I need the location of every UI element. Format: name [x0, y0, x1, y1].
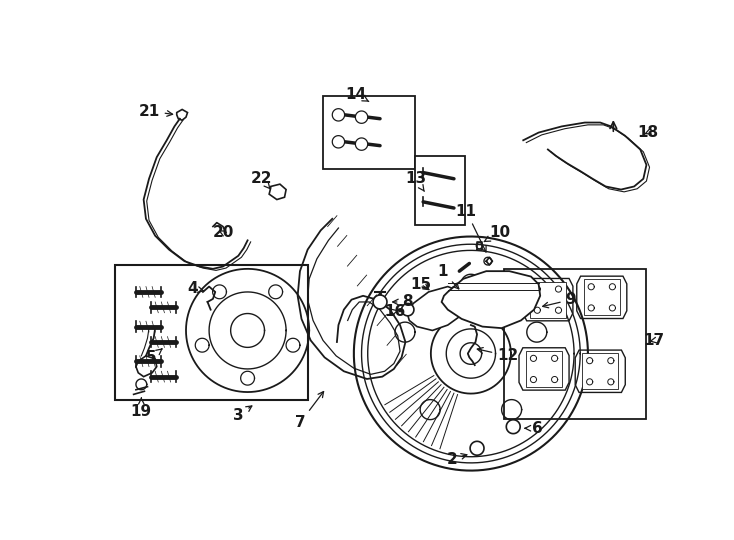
Polygon shape: [575, 350, 625, 393]
Text: 8: 8: [393, 294, 413, 309]
Text: 3: 3: [233, 406, 252, 423]
Text: 14: 14: [345, 86, 368, 102]
Text: 5: 5: [146, 349, 162, 365]
Polygon shape: [136, 356, 157, 377]
Polygon shape: [355, 111, 368, 123]
Text: 20: 20: [212, 225, 233, 240]
Text: 2: 2: [446, 451, 467, 467]
Text: 22: 22: [251, 171, 272, 189]
Text: 12: 12: [477, 348, 518, 363]
Polygon shape: [269, 184, 286, 200]
Polygon shape: [373, 295, 387, 309]
Text: 18: 18: [637, 125, 658, 140]
Text: 4: 4: [187, 281, 203, 295]
Polygon shape: [355, 138, 368, 150]
Text: 9: 9: [542, 292, 576, 308]
Polygon shape: [519, 348, 569, 390]
Polygon shape: [506, 420, 520, 434]
Polygon shape: [526, 351, 562, 387]
Polygon shape: [577, 276, 627, 319]
Polygon shape: [523, 279, 573, 321]
Text: 13: 13: [405, 171, 426, 191]
Text: 21: 21: [139, 104, 172, 118]
Text: 1: 1: [437, 264, 459, 289]
Text: 17: 17: [644, 333, 665, 348]
Polygon shape: [582, 353, 618, 389]
Bar: [504, 269, 647, 419]
Text: 10: 10: [484, 225, 511, 241]
Polygon shape: [333, 109, 344, 121]
Bar: [415, 156, 465, 225]
Text: 16: 16: [385, 303, 406, 319]
Polygon shape: [584, 279, 620, 315]
Polygon shape: [467, 276, 513, 323]
Polygon shape: [333, 136, 344, 148]
Polygon shape: [442, 271, 540, 328]
Polygon shape: [408, 287, 463, 330]
Polygon shape: [177, 110, 187, 120]
Bar: [115, 265, 308, 400]
Text: 11: 11: [456, 204, 486, 252]
Bar: [323, 96, 415, 168]
Polygon shape: [470, 441, 484, 455]
Text: 19: 19: [131, 398, 152, 419]
Text: 7: 7: [294, 392, 324, 430]
Polygon shape: [530, 281, 566, 318]
Text: 6: 6: [525, 421, 542, 436]
Text: 15: 15: [410, 276, 432, 292]
Polygon shape: [401, 303, 414, 316]
